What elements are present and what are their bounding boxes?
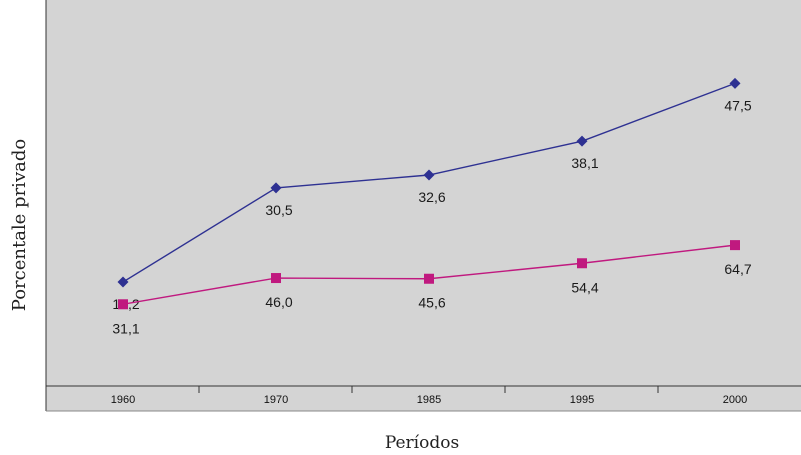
data-label: 30,5 — [265, 202, 292, 218]
x-tick-label: 1960 — [111, 394, 135, 406]
y-axis-label: Porcentale privado — [9, 139, 30, 311]
data-label: 47,5 — [724, 97, 751, 113]
data-point-diamond — [423, 169, 435, 181]
data-point-diamond — [117, 276, 129, 288]
x-axis-label: Períodos — [385, 433, 459, 453]
data-point-diamond — [576, 135, 588, 147]
data-point-square — [424, 273, 434, 284]
data-point-diamond — [270, 182, 282, 194]
plot-area — [46, 0, 801, 386]
series-layer: 15,230,532,638,147,531,146,045,654,464,7 — [112, 77, 752, 336]
x-tick-label: 2000 — [723, 394, 747, 406]
data-label: 38,1 — [571, 155, 598, 171]
data-point-square — [271, 273, 281, 284]
data-label: 45,6 — [418, 295, 445, 311]
x-axis-tick-labels: 1960 1970 1985 1995 2000 — [111, 394, 747, 406]
data-label: 31,1 — [112, 320, 139, 336]
category-axis-band — [46, 386, 801, 411]
data-point-square — [730, 240, 740, 251]
data-point-square — [118, 299, 128, 310]
data-label: 54,4 — [571, 279, 598, 295]
series-2: 31,1 46,0 45,6 54,4 64,7 — [112, 240, 752, 336]
data-label: 64,7 — [724, 261, 751, 277]
data-label: 46,0 — [265, 294, 292, 310]
x-tick-label: 1985 — [417, 394, 441, 406]
x-axis-ticks — [198, 386, 659, 393]
x-tick-label: 1970 — [264, 394, 288, 406]
data-point-square — [577, 258, 587, 269]
data-point-diamond — [729, 77, 741, 89]
x-tick-label: 1995 — [570, 394, 594, 406]
data-label: 32,6 — [418, 189, 445, 205]
